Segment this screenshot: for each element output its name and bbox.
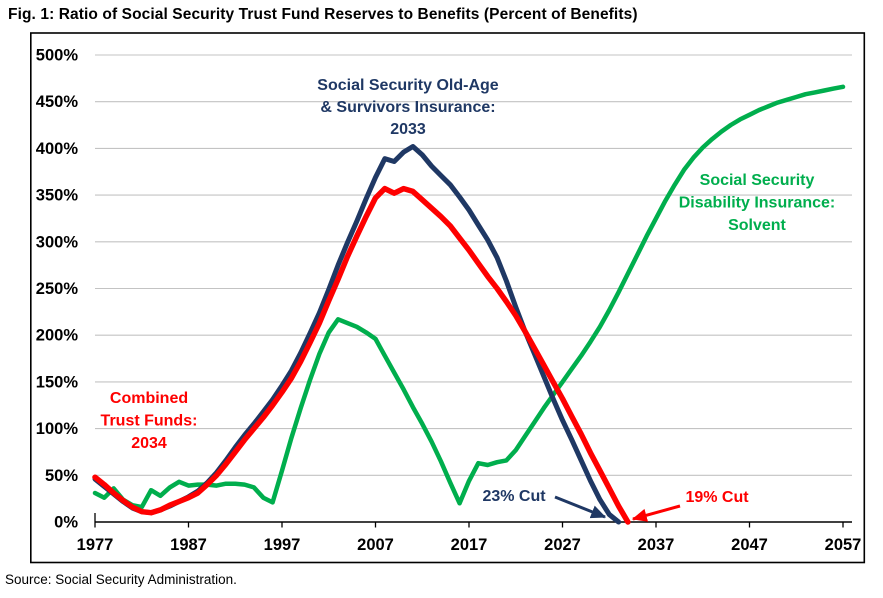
cut23-label: 23% Cut (482, 488, 546, 505)
cut19-arrow (631, 504, 681, 522)
x-tick-label-2027: 2027 (544, 536, 581, 554)
oasi-label: Social Security Old-Age & Survivors Insur… (317, 77, 498, 138)
cut23-arrow (554, 495, 607, 519)
cut19-label: 19% Cut (685, 489, 749, 506)
x-tick-label-2047: 2047 (731, 536, 768, 554)
x-tick-label-2037: 2037 (638, 536, 675, 554)
y-tick-label-0: 0% (54, 514, 78, 532)
x-tick-label-2007: 2007 (357, 536, 394, 554)
y-tick-label-350: 350% (36, 187, 79, 205)
di-line (92, 84, 846, 510)
combined-label: Combined Trust Funds: 2034 (101, 390, 198, 452)
y-tick-label-200: 200% (36, 327, 79, 345)
y-axis-labels: 0% 50% 100% 150% 200% 250% 300% 350% 400% 450% 500… (36, 47, 79, 532)
x-tick-label-2017: 2017 (451, 536, 488, 554)
figure-title: Fig. 1: Ratio of Social Security Trust F… (8, 6, 638, 23)
y-tick-label-300: 300% (36, 233, 79, 251)
y-tick-label-450: 450% (36, 93, 79, 111)
x-axis: 1977 1987 1997 2007 2017 2027 2037 2047 2057 (77, 513, 862, 554)
x-tick-label-1997: 1997 (264, 536, 301, 554)
annotations: Social Security Old-Age & Survivors Insur… (101, 77, 836, 522)
gridlines (95, 54, 852, 476)
y-tick-label-150: 150% (36, 373, 79, 391)
y-tick-label-500: 500% (36, 47, 79, 65)
x-tick-label-2057: 2057 (825, 536, 862, 554)
source-note: Source: Social Security Administration. (5, 572, 237, 587)
x-tick-label-1977: 1977 (77, 536, 114, 554)
x-tick-label-1987: 1987 (170, 536, 207, 554)
y-tick-label-250: 250% (36, 280, 79, 298)
y-tick-label-50: 50% (45, 467, 78, 485)
y-tick-label-400: 400% (36, 140, 79, 158)
y-tick-label-100: 100% (36, 420, 79, 438)
series-lines (92, 84, 846, 525)
combined-line (92, 185, 631, 525)
di-label: Social Security Disability Insurance: Solv… (679, 172, 836, 234)
